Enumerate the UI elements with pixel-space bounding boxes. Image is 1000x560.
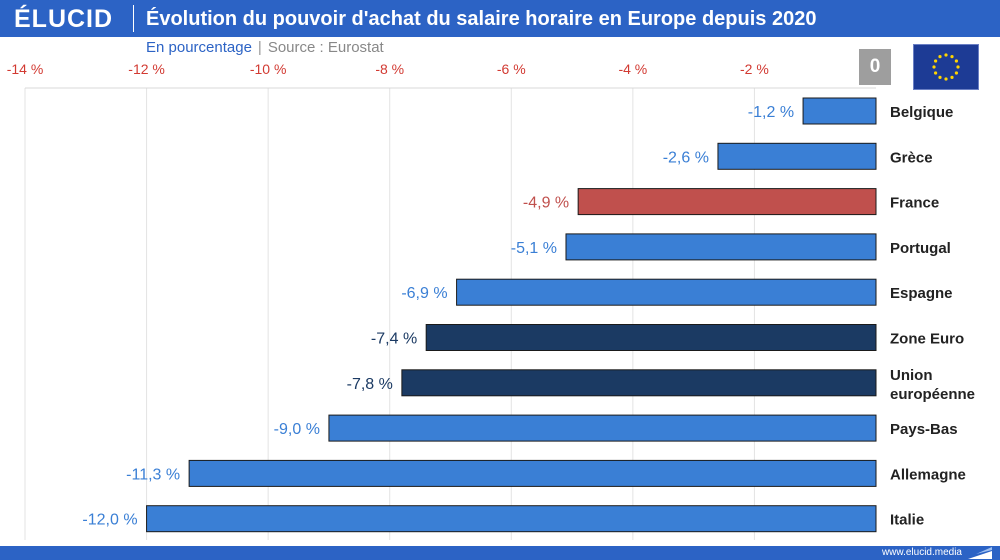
header-divider	[133, 5, 134, 32]
eu-flag-icon	[913, 44, 979, 90]
footer-bar: www.elucid.media	[0, 546, 1000, 560]
data-label: -9,0 %	[274, 421, 320, 438]
data-label: -4,9 %	[523, 195, 569, 212]
bar	[565, 233, 877, 261]
x-tick-label: -8 %	[375, 61, 404, 77]
x-tick-label: -10 %	[250, 61, 287, 77]
category-label: Italie	[890, 512, 924, 529]
brand-logo: ÉLUCID	[14, 5, 114, 33]
category-label: Espagne	[890, 285, 953, 302]
source-label: Source : Eurostat	[267, 39, 384, 56]
data-label: -12,0 %	[82, 512, 137, 529]
data-label: -6,9 %	[401, 285, 447, 302]
category-label: Zone Euro	[890, 331, 964, 348]
chart-title: Évolution du pouvoir d'achat du salaire …	[146, 8, 817, 30]
data-label: -1,2 %	[748, 104, 794, 121]
data-label: -2,6 %	[663, 149, 709, 166]
category-label: Grèce	[890, 149, 933, 166]
category-label: Belgique	[890, 104, 953, 121]
data-label: -5,1 %	[511, 240, 557, 257]
bar	[456, 278, 877, 306]
bar	[146, 505, 877, 533]
bar	[188, 459, 877, 487]
x-tick-label: -2 %	[740, 61, 769, 77]
bar	[425, 324, 877, 351]
unit-label: En pourcentage	[146, 39, 252, 56]
data-label: -11,3 %	[126, 466, 180, 483]
bar	[577, 188, 877, 216]
category-label: Allemagne	[890, 466, 966, 483]
zero-axis-badge: 0	[859, 49, 891, 85]
x-tick-label: -12 %	[128, 61, 165, 77]
bar	[401, 369, 877, 397]
data-label: -7,8 %	[347, 376, 393, 393]
footer-url[interactable]: www.elucid.media	[881, 547, 962, 558]
x-tick-label: -6 %	[497, 61, 526, 77]
category-label: européenne	[890, 386, 975, 403]
header-bar: ÉLUCID Évolution du pouvoir d'achat du s…	[0, 0, 1000, 37]
category-label: Pays-Bas	[890, 421, 958, 438]
subtitle-separator: |	[257, 39, 262, 56]
category-label: Portugal	[890, 240, 951, 257]
bar	[802, 97, 877, 125]
chart-subtitle: En pourcentage | Source : Eurostat	[146, 39, 384, 57]
data-label: -7,4 %	[371, 331, 417, 348]
category-label: Union	[890, 367, 933, 384]
x-tick-label: -4 %	[618, 61, 647, 77]
x-tick-label: -14 %	[7, 61, 44, 77]
bar	[328, 414, 877, 442]
brand-mark-icon	[968, 547, 992, 559]
bar-chart: -14 % -12 % -10 % -8 % -6 % -4 % -2 % -1,2 % Bel…	[7, 61, 975, 540]
bar	[717, 142, 877, 170]
category-label: France	[890, 195, 939, 212]
